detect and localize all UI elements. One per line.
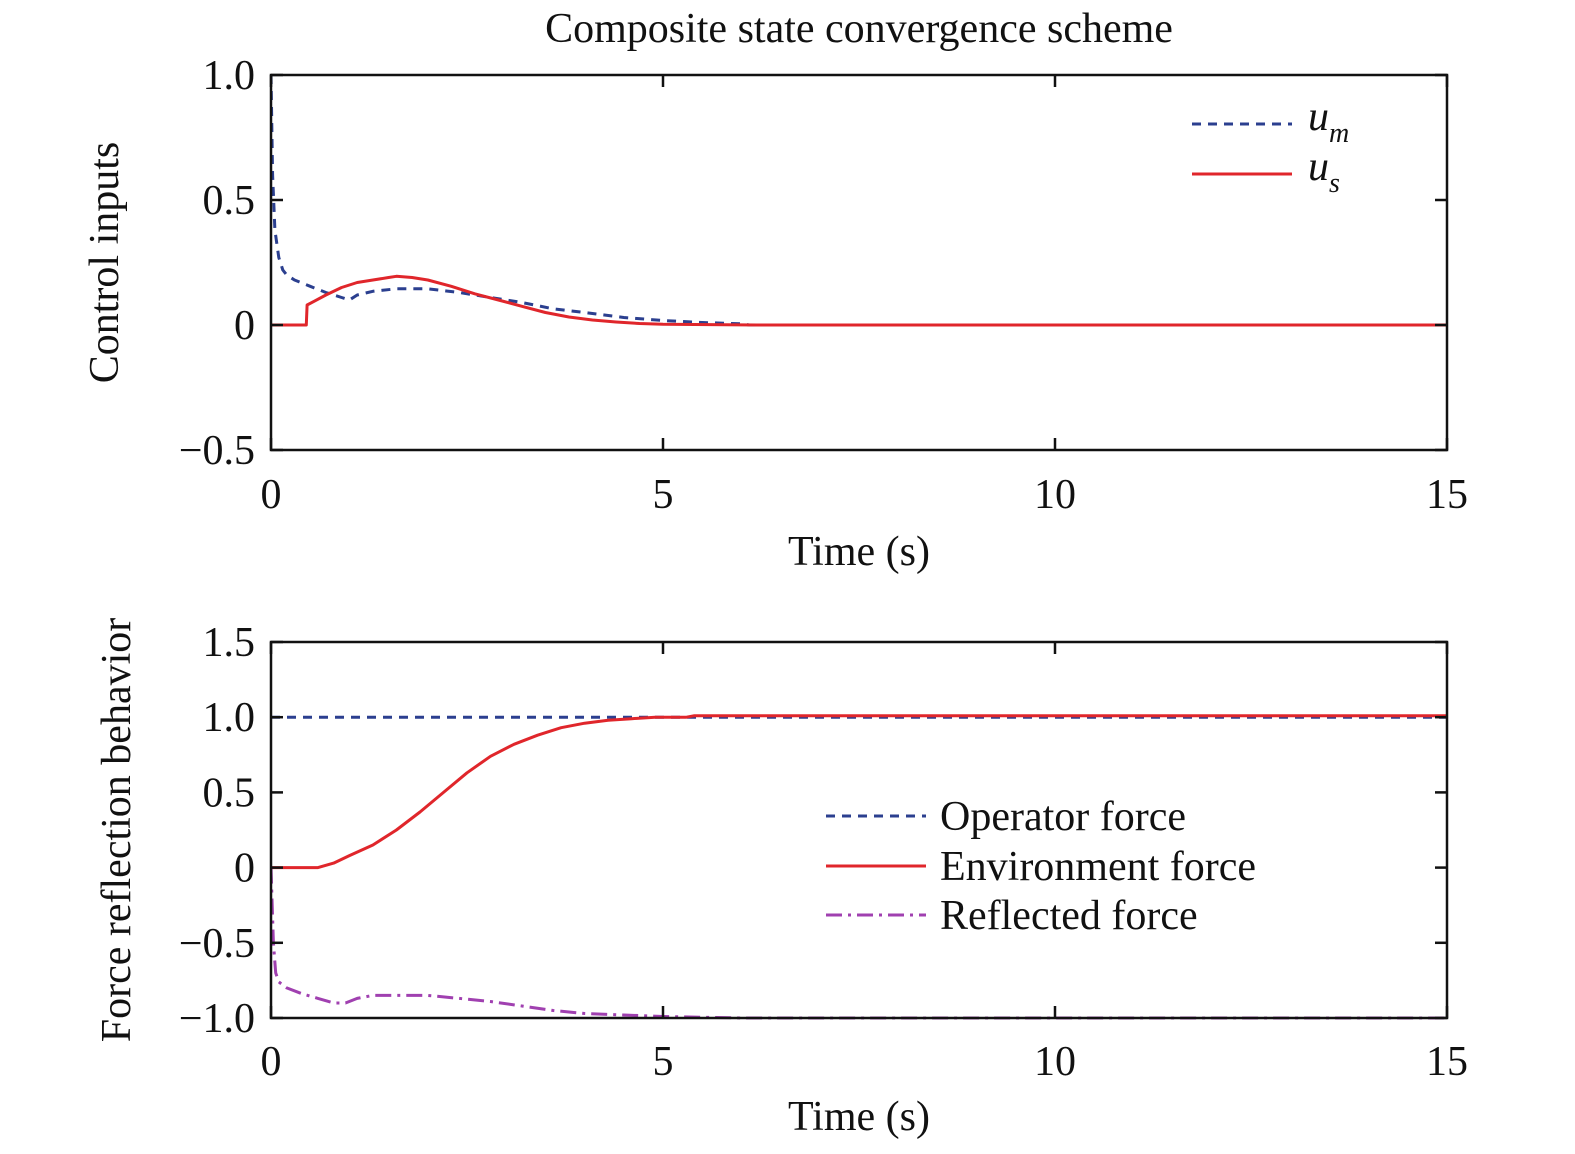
chart-1: Composite state convergence scheme 0 5 10 15… bbox=[82, 6, 1468, 575]
legend-label: Reflected force bbox=[940, 893, 1198, 939]
x-tick-label: 0 bbox=[261, 472, 282, 518]
x-axis-label: Time (s) bbox=[788, 529, 930, 575]
y-axis-label: Force reflection behavior bbox=[94, 618, 140, 1042]
y-tick-label: 0 bbox=[234, 846, 255, 892]
legend-label: us bbox=[1308, 144, 1340, 199]
legend-label: Operator force bbox=[940, 794, 1186, 840]
legend-label: Environment force bbox=[940, 844, 1256, 890]
y-tick-label: 0.5 bbox=[203, 178, 256, 224]
series-line-2 bbox=[271, 714, 1447, 870]
series-line-3 bbox=[271, 867, 1447, 1020]
legend-label: um bbox=[1308, 94, 1349, 149]
legend-label-sub: m bbox=[1329, 118, 1349, 149]
series-group bbox=[271, 714, 1447, 1020]
legend-label-sub: s bbox=[1329, 168, 1340, 199]
y-tick-label: −0.5 bbox=[179, 921, 255, 967]
series-group bbox=[271, 74, 1447, 327]
y-tick-label: 1.5 bbox=[203, 620, 256, 666]
y-tick-label: −1.0 bbox=[179, 996, 255, 1042]
x-tick-label: 15 bbox=[1426, 472, 1468, 518]
x-axis-label: Time (s) bbox=[788, 1094, 930, 1140]
y-tick-label: −0.5 bbox=[179, 428, 255, 474]
series-line-1 bbox=[271, 74, 1447, 327]
legend-label-main: u bbox=[1308, 144, 1329, 190]
chart-title: Composite state convergence scheme bbox=[545, 6, 1173, 52]
y-tick-label: 1.0 bbox=[203, 695, 256, 741]
x-tick-label: 15 bbox=[1426, 1039, 1468, 1085]
legend-label-main: u bbox=[1308, 94, 1329, 140]
x-tick-label: 5 bbox=[653, 1039, 674, 1085]
x-tick-label: 5 bbox=[653, 472, 674, 518]
y-tick-label: 1.0 bbox=[203, 53, 256, 99]
y-axis-label: Control inputs bbox=[82, 142, 128, 384]
x-tick-label: 10 bbox=[1034, 472, 1076, 518]
x-tick-label: 10 bbox=[1034, 1039, 1076, 1085]
chart-2: 0 5 10 15 1.5 1.0 0.5 0 −0.5 −1.0 Time (s) Force re… bbox=[94, 618, 1468, 1140]
x-tick-label: 0 bbox=[261, 1039, 282, 1085]
plot-frame bbox=[269, 73, 1449, 452]
y-tick-label: 0.5 bbox=[203, 770, 256, 816]
y-tick-label: 0 bbox=[234, 303, 255, 349]
plot-frame bbox=[269, 640, 1449, 1020]
series-line-2 bbox=[271, 274, 1447, 327]
